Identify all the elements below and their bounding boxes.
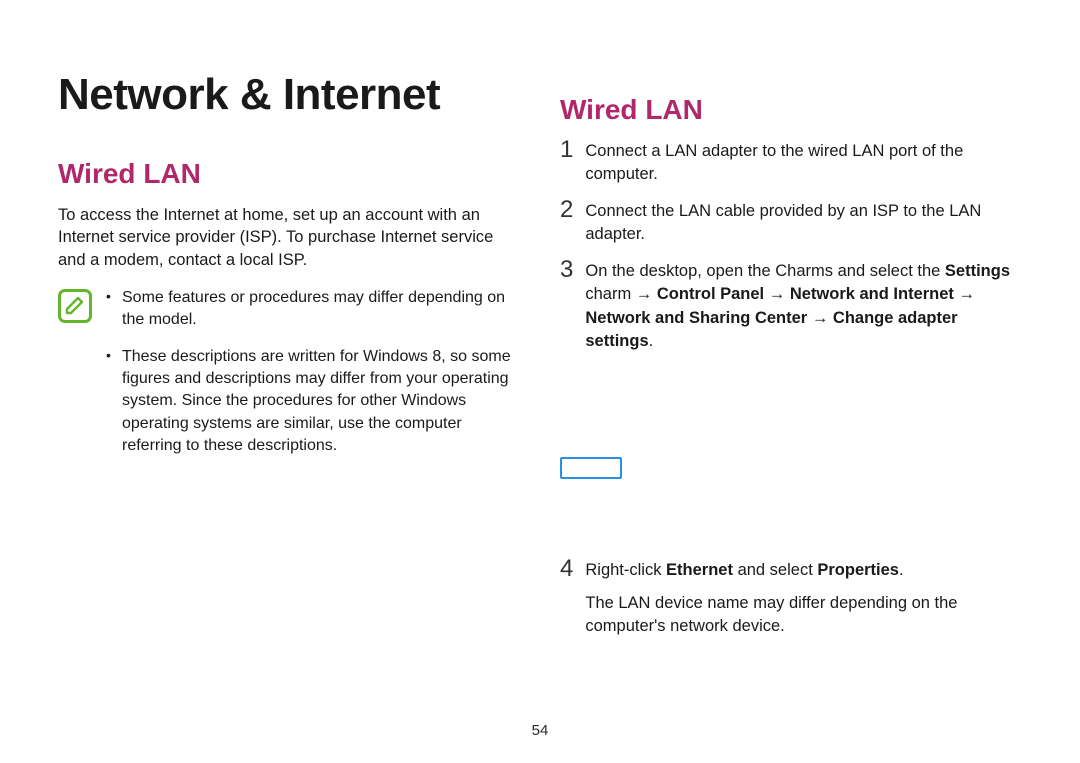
step3-bold: Network and Internet <box>790 285 954 303</box>
note-bullet-list: Some features or procedures may differ d… <box>106 287 520 472</box>
note-block: Some features or procedures may differ d… <box>58 287 520 472</box>
section-heading-right: Wired LAN <box>560 94 1022 126</box>
step-text: Connect the LAN cable provided by an ISP… <box>585 200 1022 246</box>
step4-bold: Properties <box>817 561 899 579</box>
step-3: 3 On the desktop, open the Charms and se… <box>560 260 1022 352</box>
step-4: 4 Right-click Ethernet and select Proper… <box>560 559 1022 638</box>
step3-bold: Control Panel <box>657 285 764 303</box>
diagram-placeholder <box>560 371 1022 531</box>
step-number: 2 <box>560 198 573 222</box>
highlight-box <box>560 457 622 479</box>
page-number: 54 <box>0 722 1080 739</box>
note-bullet: Some features or procedures may differ d… <box>106 287 520 332</box>
step-text: On the desktop, open the Charms and sele… <box>585 260 1022 352</box>
note-pencil-icon <box>58 289 92 323</box>
intro-paragraph: To access the Internet at home, set up a… <box>58 204 520 271</box>
manual-page: Network & Internet Wired LAN To access t… <box>0 0 1080 763</box>
step3-mid: charm → <box>585 285 657 303</box>
step4-bold: Ethernet <box>666 561 733 579</box>
step-number: 1 <box>560 138 573 162</box>
section-heading-left: Wired LAN <box>58 158 520 190</box>
step-2: 2 Connect the LAN cable provided by an I… <box>560 200 1022 246</box>
step-text: Right-click Ethernet and select Properti… <box>585 559 1022 638</box>
page-title: Network & Internet <box>58 70 520 120</box>
step3-mid: → <box>954 285 975 303</box>
step-number: 4 <box>560 557 573 581</box>
step3-bold: Settings <box>945 262 1010 280</box>
step3-prefix: On the desktop, open the Charms and sele… <box>585 262 945 280</box>
step-1: 1 Connect a LAN adapter to the wired LAN… <box>560 140 1022 186</box>
step4-paragraph2: The LAN device name may differ depending… <box>585 592 1022 638</box>
step4-mid: and select <box>733 561 817 579</box>
note-bullet: These descriptions are written for Windo… <box>106 346 520 458</box>
step4-suffix: . <box>899 561 904 579</box>
step3-bold: Network and Sharing Center <box>585 309 807 327</box>
step4-prefix: Right-click <box>585 561 666 579</box>
step3-suffix: . <box>649 332 654 350</box>
step3-mid: → <box>807 309 833 327</box>
left-column: Network & Internet Wired LAN To access t… <box>58 70 520 652</box>
step3-mid: → <box>764 285 790 303</box>
right-column: Wired LAN 1 Connect a LAN adapter to the… <box>560 70 1022 652</box>
step-text: Connect a LAN adapter to the wired LAN p… <box>585 140 1022 186</box>
two-column-layout: Network & Internet Wired LAN To access t… <box>58 70 1022 652</box>
step-number: 3 <box>560 258 573 282</box>
